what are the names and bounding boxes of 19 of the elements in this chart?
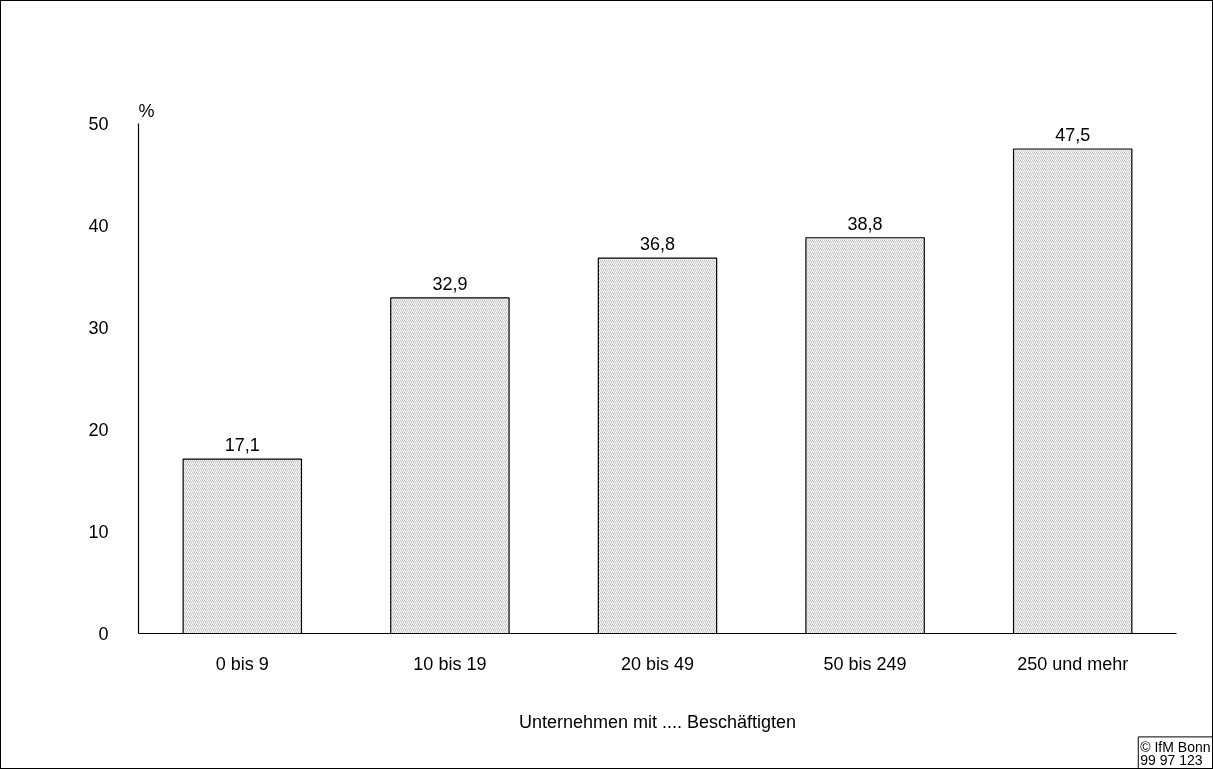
y-tick-label: 20 — [88, 420, 109, 440]
x-tick-label: 50 bis 249 — [823, 653, 907, 674]
y-tick-label: 40 — [88, 216, 109, 236]
y-tick-label: 0 — [98, 624, 109, 644]
data-label: 47,5 — [1055, 125, 1091, 145]
y-axis-title: % — [138, 100, 155, 121]
x-axis-title: Unternehmen mit .... Beschäftigten — [518, 711, 797, 732]
x-tick-label: 20 bis 49 — [620, 653, 695, 674]
y-tick-label: 10 — [88, 522, 109, 542]
data-label: 17,1 — [224, 435, 260, 456]
x-tick-label: 10 bis 19 — [413, 653, 487, 674]
y-tick-label: 50 — [88, 114, 109, 134]
data-label: 36,8 — [639, 234, 676, 255]
y-tick-label: 30 — [88, 318, 109, 338]
text: © IfM Bonn 99 97 123 — [1140, 738, 1211, 769]
x-tick-label: 0 bis 9 — [215, 653, 269, 674]
data-label: 38,8 — [847, 213, 883, 234]
data-label: 32,9 — [432, 273, 468, 294]
x-tick-label: 250 und mehr — [1017, 653, 1129, 674]
